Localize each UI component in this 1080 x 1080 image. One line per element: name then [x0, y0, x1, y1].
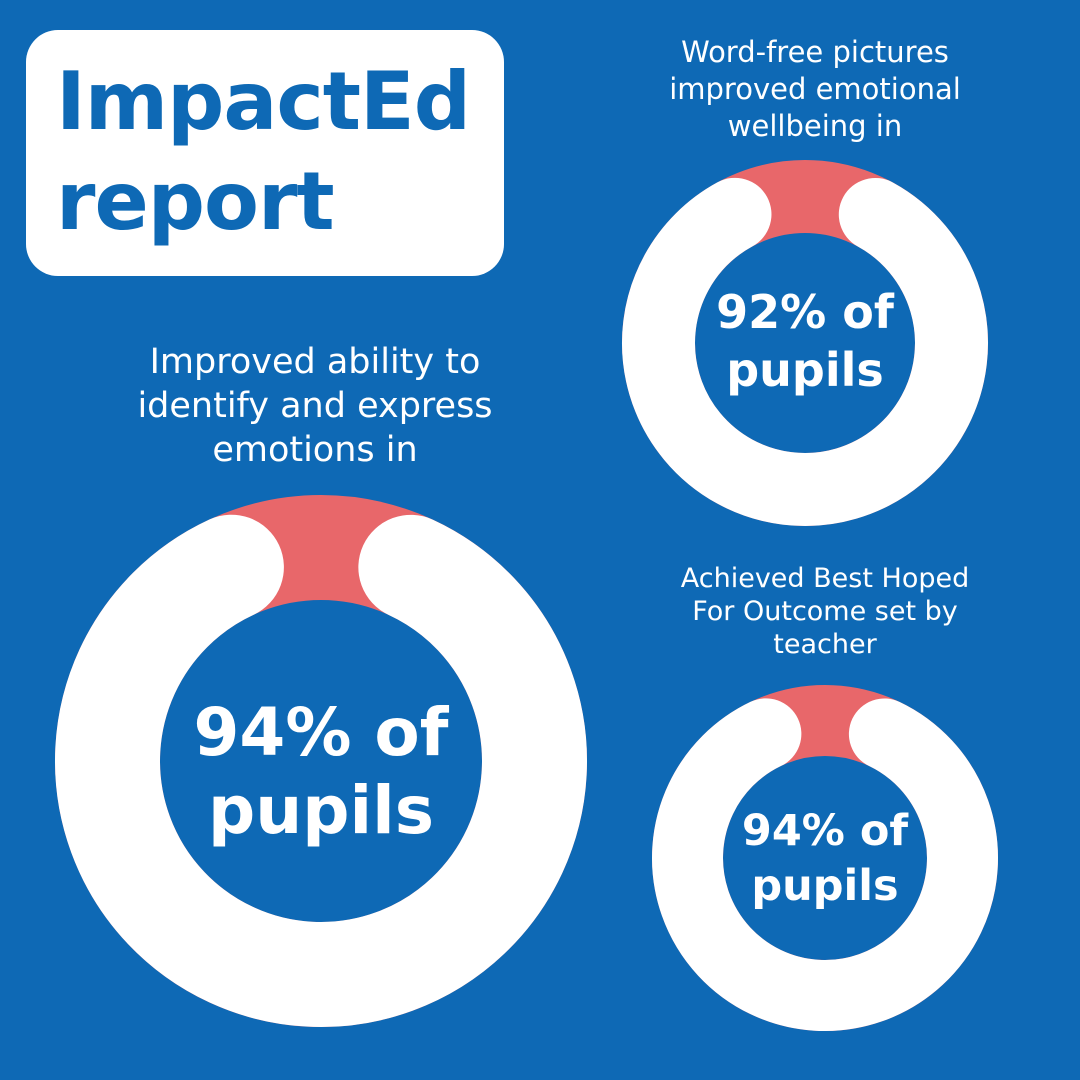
donut-chart-identify-emotions: 94% of pupils — [55, 495, 587, 1027]
donut-value-slice — [622, 160, 988, 526]
donut-label-line-1: 94% of — [193, 694, 449, 771]
caption-line: Word-free pictures — [681, 35, 949, 69]
title-line-2: report — [56, 155, 335, 248]
caption-line: emotions in — [212, 430, 418, 470]
caption-line: Achieved Best Hoped — [680, 563, 970, 594]
caption-line: wellbeing in — [727, 109, 903, 143]
caption-line: teacher — [773, 629, 877, 660]
title-line-1: ImpactEd — [56, 55, 471, 148]
caption-word-free-pictures: Word-free pictures improved emotional we… — [600, 34, 1030, 145]
donut-label-line-2: pupils — [726, 343, 884, 397]
caption-identify-emotions: Improved ability to identify and express… — [80, 340, 550, 472]
donut-value-slice — [652, 685, 998, 1031]
caption-line: identify and express — [137, 386, 493, 426]
donut-label-line-1: 92% of — [716, 285, 895, 339]
donut-label-line-2: pupils — [208, 772, 434, 849]
title-card: ImpactEd report — [26, 30, 504, 276]
donut-chart-word-free-pictures: 92% of pupils — [622, 160, 988, 526]
donut-label-line-1: 94% of — [742, 806, 909, 856]
caption-line: Improved ability to — [149, 342, 481, 382]
donut-label-line-2: pupils — [751, 861, 898, 911]
caption-best-hoped-outcome: Achieved Best Hoped For Outcome set by t… — [630, 562, 1020, 661]
caption-line: For Outcome set by — [692, 596, 958, 627]
caption-line: improved emotional — [669, 72, 961, 106]
donut-chart-best-hoped-outcome: 94% of pupils — [652, 685, 998, 1031]
donut-value-slice — [55, 495, 587, 1027]
